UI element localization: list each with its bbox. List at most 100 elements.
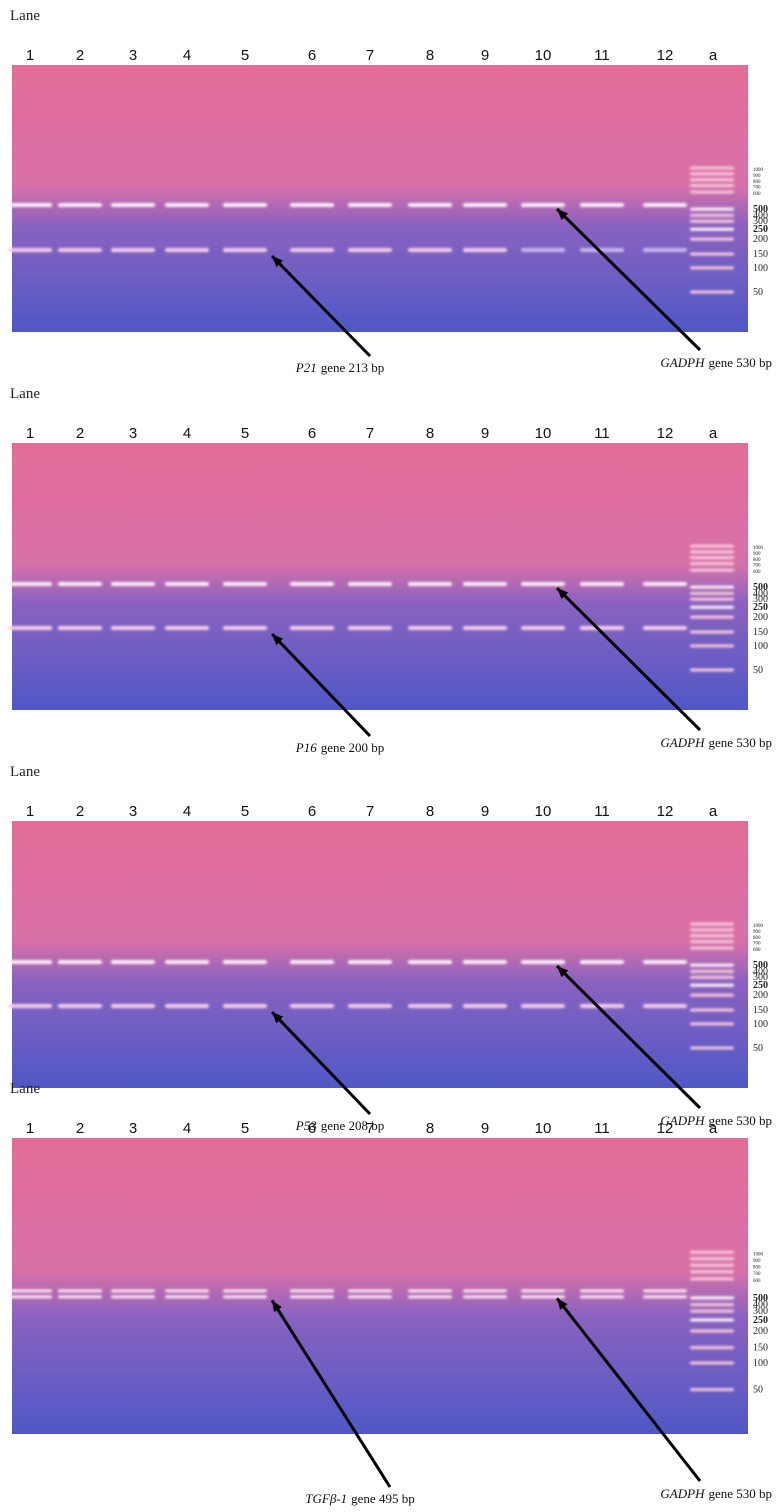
band bbox=[643, 248, 687, 252]
arrow-head bbox=[557, 588, 569, 600]
band bbox=[290, 1289, 334, 1293]
lane-number: 11 bbox=[594, 425, 610, 442]
band bbox=[580, 1004, 624, 1008]
lane-number: 4 bbox=[183, 425, 191, 442]
band bbox=[408, 1004, 452, 1008]
ladder-label: 900 bbox=[753, 930, 761, 935]
band bbox=[348, 203, 392, 207]
band bbox=[111, 203, 155, 207]
ladder-band bbox=[690, 1022, 734, 1026]
arrow-head bbox=[272, 256, 284, 268]
ladder-band bbox=[690, 1270, 734, 1274]
ladder-band bbox=[690, 213, 734, 217]
band bbox=[290, 248, 334, 252]
band bbox=[643, 1004, 687, 1008]
ladder-band bbox=[690, 1388, 734, 1392]
ladder-label: 200 bbox=[753, 990, 768, 1001]
arrow-shaft bbox=[555, 1297, 702, 1482]
ladder-label: 900 bbox=[753, 552, 761, 557]
band bbox=[463, 582, 507, 586]
ladder-band bbox=[690, 178, 734, 182]
lane-number: 12 bbox=[657, 1120, 674, 1137]
ladder-band bbox=[690, 605, 734, 609]
band bbox=[348, 1004, 392, 1008]
ladder-label: 700 bbox=[753, 564, 761, 569]
ladder-label: 300 bbox=[753, 972, 768, 983]
lane-number: 5 bbox=[241, 425, 249, 442]
ladder-label: 50 bbox=[753, 287, 763, 298]
ladder-band bbox=[690, 668, 734, 672]
lane-label: Lane bbox=[10, 8, 40, 24]
gene-name: GADPH bbox=[660, 355, 705, 370]
lane-number: 12 bbox=[657, 425, 674, 442]
ladder-label: 300 bbox=[753, 216, 768, 227]
band bbox=[348, 248, 392, 252]
ladder-band bbox=[690, 1361, 734, 1365]
gene-size: gene 200 bp bbox=[321, 740, 385, 755]
band bbox=[111, 248, 155, 252]
lane-number: 1 bbox=[26, 425, 34, 442]
lane-number: 10 bbox=[535, 47, 552, 64]
ladder-label: 100 bbox=[753, 641, 768, 652]
ladder-label: 300 bbox=[753, 594, 768, 605]
lane-number: 11 bbox=[594, 1120, 610, 1137]
band bbox=[8, 582, 52, 586]
lane-number: 1 bbox=[26, 803, 34, 820]
arrow-shaft bbox=[555, 964, 702, 1110]
band bbox=[348, 582, 392, 586]
band bbox=[8, 1004, 52, 1008]
lane-number: 3 bbox=[129, 47, 137, 64]
lane-number: 12 bbox=[657, 803, 674, 820]
lane-number: 8 bbox=[426, 803, 434, 820]
band bbox=[8, 626, 52, 630]
target-annotation: TGFβ-1 gene 495 bp bbox=[305, 1491, 414, 1506]
target-annotation: P16 gene 200 bp bbox=[295, 740, 385, 755]
ladder-label: 500 bbox=[753, 582, 768, 593]
ladder-band bbox=[690, 568, 734, 572]
control-annotation: GADPH gene 530 bp bbox=[660, 355, 772, 370]
band bbox=[348, 1289, 392, 1293]
gel-image bbox=[12, 821, 748, 1088]
band bbox=[223, 203, 267, 207]
band bbox=[8, 960, 52, 964]
ladder-label: 400 bbox=[753, 966, 768, 977]
band bbox=[223, 626, 267, 630]
lane-number: 6 bbox=[308, 425, 316, 442]
band bbox=[408, 1295, 452, 1299]
ladder-label: 1000 bbox=[753, 924, 764, 929]
ladder-band bbox=[690, 1296, 734, 1300]
band bbox=[463, 1289, 507, 1293]
gene-size: gene 530 bp bbox=[708, 735, 772, 750]
ladder-band bbox=[690, 975, 734, 979]
band bbox=[165, 582, 209, 586]
gene-name: GADPH bbox=[660, 1113, 705, 1128]
gene-size: gene 213 bp bbox=[321, 360, 385, 375]
ladder-label: 150 bbox=[753, 1343, 768, 1354]
band bbox=[580, 626, 624, 630]
band bbox=[290, 1295, 334, 1299]
ladder-label: 100 bbox=[753, 1019, 768, 1030]
ladder-band bbox=[690, 172, 734, 176]
lane-number: 4 bbox=[183, 803, 191, 820]
ladder-band bbox=[690, 922, 734, 926]
ladder-label: 150 bbox=[753, 627, 768, 638]
lane-number: 10 bbox=[535, 803, 552, 820]
arrow-head bbox=[557, 209, 569, 221]
ladder-label: 200 bbox=[753, 1326, 768, 1337]
band bbox=[290, 582, 334, 586]
lane-number: 3 bbox=[129, 425, 137, 442]
band bbox=[111, 1295, 155, 1299]
ladder-label: 900 bbox=[753, 174, 761, 179]
band bbox=[643, 626, 687, 630]
ladder-band bbox=[690, 219, 734, 223]
band bbox=[111, 582, 155, 586]
band bbox=[165, 960, 209, 964]
ladder-label: 150 bbox=[753, 249, 768, 260]
ladder-label: 100 bbox=[753, 263, 768, 274]
band bbox=[580, 1289, 624, 1293]
ladder-band bbox=[690, 166, 734, 170]
band bbox=[521, 1289, 565, 1293]
